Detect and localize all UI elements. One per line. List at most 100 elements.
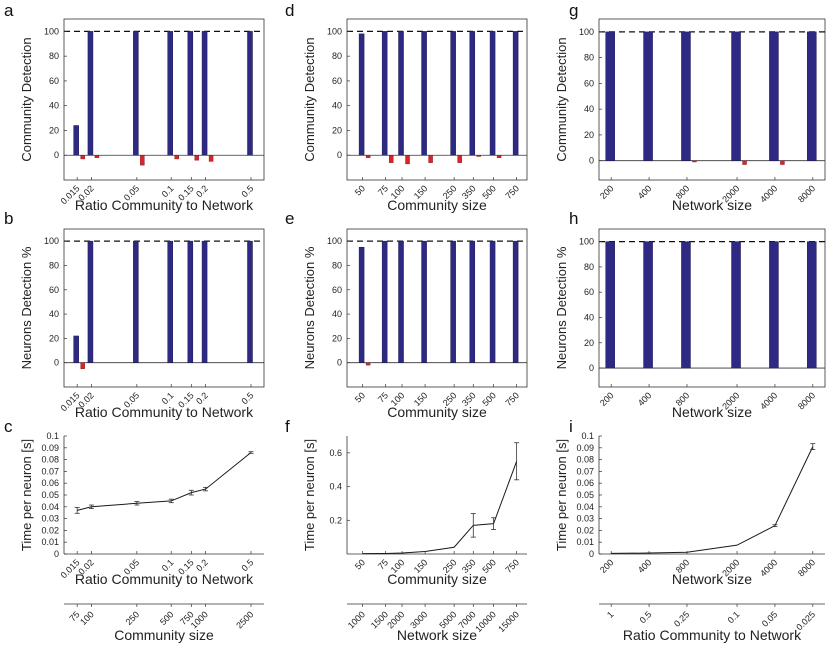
y-tick-label: 0.09 [576,443,594,453]
bar-main [643,31,653,161]
x-tick-label: 400 [636,183,654,201]
secondary-tick-label: 500 [158,609,176,627]
secondary-x-axis-label: Ratio Community to Network [623,627,802,643]
y-axis-label: Neurons Detection % [302,246,317,369]
bar-control [428,155,433,163]
y-tick-label: 60 [49,285,59,295]
bar-main [421,240,427,363]
x-tick-label: 400 [636,557,654,575]
secondary-tick-label: 0.05 [760,609,779,628]
secondary-tick-label: 250 [124,609,142,627]
y-tick-label: 100 [44,236,59,246]
bar-main [807,241,817,369]
panel-c: c 0 0.01 0.020.03 0.04 0.05 0.06 0.070.08 0.09 0.… [4,417,264,643]
y-tick-label: 60 [332,76,342,86]
axes-frame [346,228,528,388]
y-tick-label: 0 [54,358,59,368]
x-tick-label: 4000 [758,183,779,204]
x-axis-label: Network size [672,197,752,213]
y-tick-label: 0.06 [41,478,59,488]
bar-main [167,31,173,156]
y-tick-label: 60 [49,76,59,86]
secondary-tick-label: 1000 [346,609,367,630]
y-tick-label: 60 [584,287,594,297]
axes-frame [598,228,826,388]
x-tick-label: 50 [353,557,367,571]
panel-g: g 0 20 40 60 80 100 Community Detection 200 400 80… [554,1,826,213]
bar-main [681,241,691,369]
y-tick-label: 100 [327,236,342,246]
data-line [77,452,252,511]
axes-frame [598,18,826,181]
bar-main [187,240,194,363]
secondary-tick-label: 1500 [369,609,390,630]
bar-main [358,246,365,363]
y-tick-label: 40 [49,309,59,319]
y-axis-label: Community Detection [554,37,569,161]
panel-letter: g [569,1,578,20]
bar-main [769,241,779,369]
panel-letter: e [285,209,294,228]
y-tick-label: 0.05 [41,490,59,500]
bar-main [469,31,476,156]
bar-main [512,31,519,156]
bar-main [247,240,253,363]
x-tick-label: 200 [598,183,616,201]
y-tick-label: 40 [49,101,59,111]
y-tick-label: 0 [589,549,594,559]
x-tick-label: 400 [636,390,654,408]
y-tick-label: 0 [54,549,59,559]
bar-control [496,155,502,158]
x-tick-label: 750 [503,183,521,201]
y-tick-label: 0 [337,150,342,160]
bar-main [731,241,741,369]
secondary-tick-label: 0.1 [726,609,742,625]
bar-control [365,362,371,366]
panel-letter: c [4,417,13,436]
secondary-tick-label: 0.5 [638,609,654,625]
panel-letter: b [4,209,13,228]
bar-main [469,240,476,363]
bar-main [398,31,404,156]
bar-main [450,31,456,156]
y-tick-label: 0.08 [576,455,594,465]
y-axis-label: Time per neuron [s] [19,439,34,551]
y-tick-label: 0.07 [41,466,59,476]
bar-main [73,335,79,363]
y-tick-label: 0.02 [576,525,594,535]
y-tick-label: 40 [332,309,342,319]
bar-main [489,31,496,156]
y-axis-label: Time per neuron [s] [302,439,317,551]
y-tick-label: 0.01 [576,537,594,547]
bar-main [358,33,365,156]
bar-main [807,31,817,161]
bar-main [381,31,388,156]
bar-control [476,155,481,157]
bar-control [742,160,747,165]
y-tick-label: 0.02 [41,525,59,535]
y-tick-label: 0.04 [41,502,59,512]
bar-main [247,31,253,156]
panel-h: h 0 20 40 60 80 100 Neurons Detection % 200 400 80… [554,209,826,420]
bar-main [605,31,615,161]
y-tick-label: 0.2 [329,515,342,525]
data-line [611,446,814,554]
bar-main [489,240,496,363]
axes-frame [63,18,265,181]
y-tick-label: 0.05 [576,490,594,500]
x-axis-label: Community size [387,404,487,420]
bar-main [133,31,139,156]
x-axis-label: Community size [387,571,487,587]
panel-letter: h [569,209,578,228]
y-tick-label: 0 [54,150,59,160]
axes-frame [346,18,528,181]
y-tick-label: 0.03 [576,514,594,524]
x-tick-label: 750 [503,390,521,408]
y-tick-label: 0 [589,363,594,373]
y-tick-label: 0.1 [46,431,59,441]
y-tick-label: 20 [49,125,59,135]
bar-main [731,31,741,161]
secondary-tick-label: 15000 [496,609,521,634]
secondary-tick-label: 2500 [234,609,255,630]
